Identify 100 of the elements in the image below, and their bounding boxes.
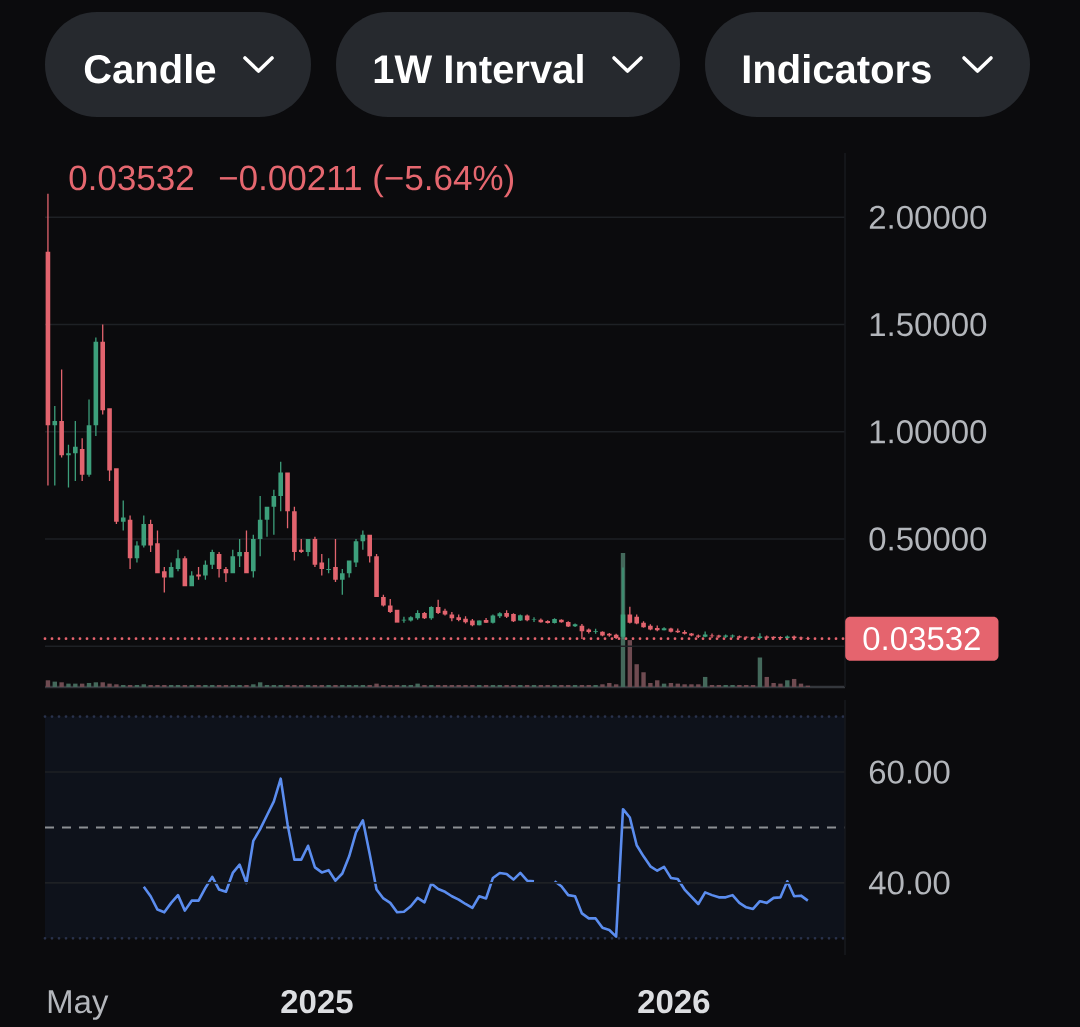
bar bbox=[333, 684, 338, 687]
text: Indicators bbox=[743, 54, 931, 84]
bar bbox=[367, 684, 372, 687]
text: Candle bbox=[84, 54, 216, 84]
candlestick bbox=[682, 630, 687, 635]
bar bbox=[45, 680, 51, 687]
x-tick-label: May bbox=[48, 990, 109, 1020]
candlestick bbox=[216, 551, 222, 578]
candlestick bbox=[401, 616, 407, 623]
candlestick bbox=[648, 624, 653, 631]
candlestick bbox=[511, 613, 516, 622]
bar bbox=[607, 682, 612, 687]
candlestick bbox=[175, 549, 181, 572]
bar bbox=[730, 684, 735, 687]
candlestick bbox=[470, 619, 475, 627]
candlestick bbox=[518, 614, 523, 621]
candlestick bbox=[531, 617, 537, 622]
candlestick bbox=[422, 611, 427, 619]
candlestick bbox=[387, 599, 393, 613]
candlestick bbox=[565, 621, 571, 627]
candlestick bbox=[340, 569, 345, 595]
bar bbox=[504, 684, 509, 687]
candlestick bbox=[223, 566, 229, 582]
bar bbox=[429, 684, 434, 687]
candlestick bbox=[668, 627, 674, 633]
candlestick bbox=[93, 337, 99, 437]
candlestick bbox=[374, 554, 379, 597]
bar bbox=[100, 682, 105, 687]
bar bbox=[148, 684, 153, 687]
bar bbox=[785, 680, 790, 687]
candlestick bbox=[285, 472, 290, 529]
bar bbox=[600, 684, 605, 687]
bar bbox=[422, 684, 427, 687]
candlestick bbox=[251, 534, 256, 578]
bar bbox=[251, 684, 256, 687]
candlestick bbox=[490, 614, 496, 624]
candlestick bbox=[155, 530, 160, 574]
bar bbox=[702, 676, 708, 687]
candlestick bbox=[196, 566, 201, 580]
bar bbox=[552, 684, 557, 687]
y-tick-label: 1.00000 bbox=[870, 420, 987, 444]
candlestick bbox=[244, 530, 249, 574]
candlestick bbox=[408, 616, 414, 622]
y-tick-label: 0.50000 bbox=[869, 527, 987, 551]
candlestick bbox=[641, 621, 646, 628]
bar bbox=[196, 684, 201, 687]
candlestick bbox=[100, 324, 106, 415]
candlestick bbox=[559, 619, 564, 623]
y-tick-label: 60.00 bbox=[869, 760, 950, 784]
bar bbox=[593, 684, 598, 687]
bar bbox=[470, 684, 475, 687]
ref-line-label: 0.03532 bbox=[863, 626, 980, 651]
bar bbox=[237, 684, 242, 687]
candlestick bbox=[305, 539, 311, 557]
bar bbox=[257, 682, 263, 687]
candlestick bbox=[86, 399, 92, 477]
candlestick bbox=[367, 534, 372, 563]
bar bbox=[778, 683, 783, 687]
bar bbox=[73, 683, 78, 687]
bar bbox=[374, 683, 379, 687]
bar bbox=[285, 684, 290, 687]
annotation: −0.00211 (−5.64%) bbox=[219, 164, 514, 198]
candlestick bbox=[730, 634, 735, 639]
text: 1W Interval bbox=[374, 54, 583, 84]
candlestick bbox=[654, 625, 660, 632]
bar bbox=[141, 684, 146, 687]
bar bbox=[518, 684, 523, 687]
candlestick bbox=[209, 549, 215, 570]
bar bbox=[613, 684, 619, 687]
bar bbox=[689, 684, 694, 687]
candlestick bbox=[59, 369, 64, 458]
bar bbox=[244, 684, 249, 687]
bar bbox=[59, 682, 64, 687]
bar bbox=[326, 684, 331, 687]
bar bbox=[511, 684, 516, 687]
bar bbox=[415, 683, 420, 687]
x-tick-label: 2026 bbox=[638, 989, 710, 1014]
candlestick bbox=[504, 610, 509, 618]
candlestick bbox=[148, 519, 153, 552]
bar bbox=[764, 676, 769, 687]
candlestick bbox=[627, 606, 633, 624]
bar bbox=[655, 680, 660, 687]
bar bbox=[791, 678, 797, 687]
bar bbox=[66, 683, 71, 687]
bar bbox=[771, 682, 776, 687]
y-tick-label: 1.50000 bbox=[870, 312, 987, 337]
candlestick bbox=[264, 506, 270, 537]
candlestick bbox=[634, 614, 639, 625]
bar bbox=[634, 664, 639, 687]
candlestick bbox=[127, 515, 133, 570]
candlestick bbox=[292, 506, 297, 561]
bar bbox=[696, 684, 701, 687]
bar bbox=[114, 684, 119, 687]
y-tick-label: 2.00000 bbox=[869, 205, 987, 230]
candlestick bbox=[333, 539, 338, 582]
candlestick bbox=[114, 468, 119, 524]
candlestick bbox=[271, 489, 277, 535]
candlestick bbox=[415, 610, 420, 620]
x-tick-label: 2025 bbox=[281, 989, 353, 1014]
candlestick bbox=[319, 554, 325, 576]
